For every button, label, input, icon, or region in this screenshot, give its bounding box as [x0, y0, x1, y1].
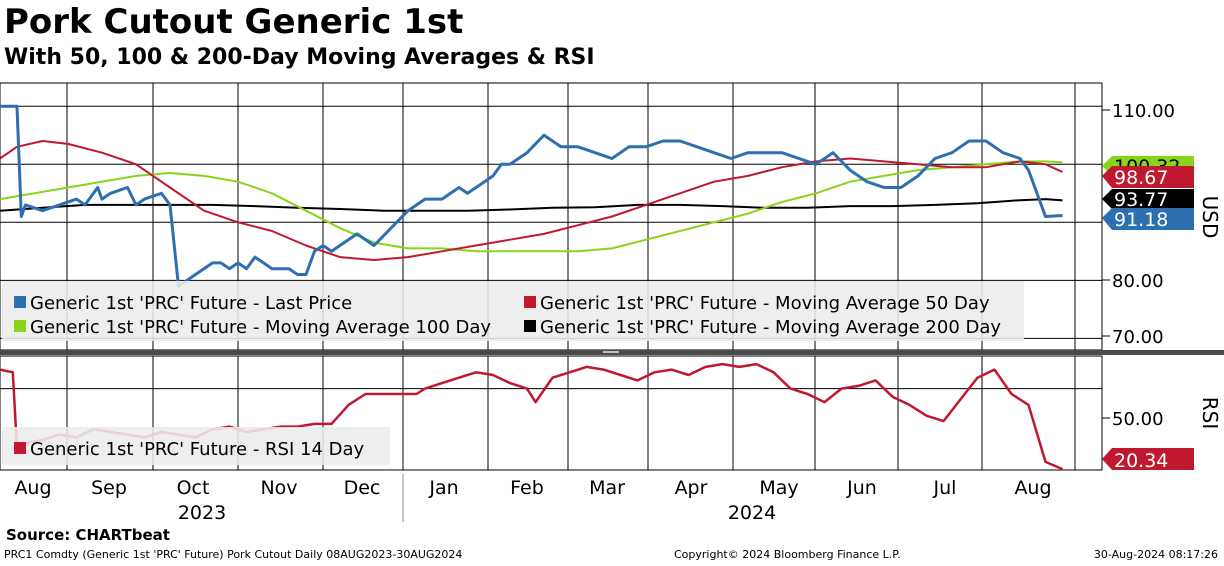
y-axis-label-rsi: RSI [1198, 397, 1222, 430]
x-tick-label: Feb [510, 477, 544, 499]
footer-timestamp: 30-Aug-2024 08:17:26 [1093, 548, 1218, 561]
last-value-ma200: 93.77 [1114, 189, 1168, 211]
rsi-panel-frame [0, 355, 1103, 471]
source-label: Source: CHARTbeat [6, 526, 170, 544]
legend-swatch-ma50 [524, 296, 536, 308]
x-tick-label: Aug [1014, 477, 1051, 499]
x-tick-label: Mar [589, 477, 625, 499]
footer-description: PRC1 Comdty (Generic 1st 'PRC' Future) P… [4, 548, 463, 561]
year-label-2024: 2024 [728, 502, 776, 524]
x-tick-label: Aug [14, 477, 51, 499]
legend-swatch-ma100 [14, 320, 26, 332]
chart-subtitle: With 50, 100 & 200-Day Moving Averages &… [4, 45, 595, 70]
x-tick-label: Sep [91, 477, 127, 499]
series-line-ma50 [0, 140, 1063, 261]
legend-label-last-price: Generic 1st 'PRC' Future - Last Price [30, 293, 352, 314]
legend-label-ma100: Generic 1st 'PRC' Future - Moving Averag… [30, 317, 491, 338]
y-tick-70: 70.00 [1112, 327, 1164, 348]
x-tick-label: Apr [675, 477, 708, 499]
series-line-ma200 [0, 198, 1063, 212]
year-label-2023: 2023 [178, 502, 226, 524]
legend-swatch-ma200 [524, 320, 536, 332]
y-axis-label-usd: USD [1198, 196, 1222, 239]
last-value-tag-ma200 [1102, 189, 1194, 209]
series-line-ma100 [0, 160, 1063, 253]
price-legend-box [2, 281, 1024, 341]
last-value-ma50: 98.67 [1114, 167, 1168, 189]
x-tick-label: Dec [344, 477, 381, 499]
last-value-tag-rsi [1102, 448, 1194, 470]
footer-copyright: Copyright© 2024 Bloomberg Finance L.P. [674, 548, 901, 561]
x-tick-label: Jul [933, 477, 957, 499]
last-value-tag-ma50 [1102, 166, 1194, 188]
y-tick-110: 110.00 [1112, 101, 1175, 122]
legend-label-rsi: Generic 1st 'PRC' Future - RSI 14 Day [30, 439, 365, 460]
series-line-last-price [0, 104, 1063, 288]
last-value-rsi: 20.34 [1114, 450, 1168, 472]
panel-divider-grip-icon [603, 351, 619, 353]
last-value-last-price: 91.18 [1114, 209, 1168, 231]
x-tick-label: Oct [177, 477, 210, 499]
chart-title: Pork Cutout Generic 1st [4, 2, 464, 42]
last-value-tag-last-price [1102, 208, 1194, 230]
x-tick-label: Jan [428, 477, 458, 499]
legend-swatch-last-price [14, 296, 26, 308]
x-tick-label: Jun [846, 477, 877, 499]
x-tick-label: May [759, 477, 798, 499]
y-tick-80: 80.00 [1112, 271, 1164, 292]
rsi-legend-box [2, 427, 390, 465]
legend-label-ma50: Generic 1st 'PRC' Future - Moving Averag… [540, 293, 990, 314]
y-tick-rsi-50: 50.00 [1112, 409, 1164, 430]
legend-swatch-rsi [14, 442, 26, 454]
x-tick-label: Nov [260, 477, 297, 499]
legend-label-ma200: Generic 1st 'PRC' Future - Moving Averag… [540, 317, 1001, 338]
